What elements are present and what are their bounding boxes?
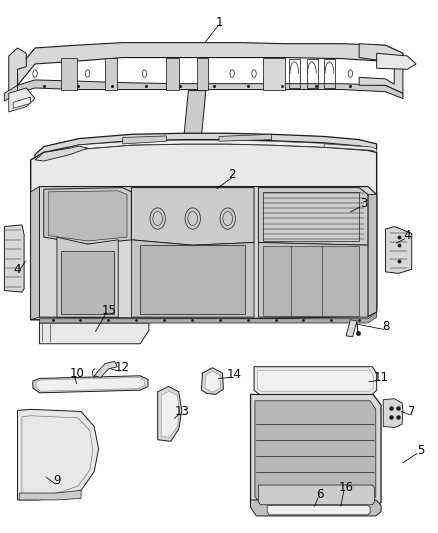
Text: 4: 4 xyxy=(13,263,21,276)
Polygon shape xyxy=(258,370,373,391)
Text: 11: 11 xyxy=(374,371,389,384)
Polygon shape xyxy=(251,500,381,516)
Polygon shape xyxy=(61,251,114,314)
Polygon shape xyxy=(39,323,149,344)
Polygon shape xyxy=(44,188,131,244)
Polygon shape xyxy=(263,246,359,316)
Polygon shape xyxy=(31,187,39,320)
Polygon shape xyxy=(161,391,180,438)
Polygon shape xyxy=(263,58,285,90)
Polygon shape xyxy=(197,58,208,90)
Polygon shape xyxy=(33,376,148,393)
Polygon shape xyxy=(383,399,403,427)
Text: 10: 10 xyxy=(69,367,84,379)
Polygon shape xyxy=(368,195,377,317)
Text: 9: 9 xyxy=(53,474,61,487)
Polygon shape xyxy=(19,490,81,500)
Text: 1: 1 xyxy=(215,16,223,29)
Polygon shape xyxy=(31,144,377,320)
Polygon shape xyxy=(324,144,377,152)
Polygon shape xyxy=(251,394,381,507)
Polygon shape xyxy=(36,377,145,391)
Text: 3: 3 xyxy=(360,197,367,210)
Polygon shape xyxy=(94,361,117,377)
Polygon shape xyxy=(201,368,223,394)
Text: 15: 15 xyxy=(101,304,116,317)
Text: 7: 7 xyxy=(408,405,416,418)
Polygon shape xyxy=(39,187,377,318)
Polygon shape xyxy=(39,312,377,323)
Polygon shape xyxy=(258,188,368,245)
Text: 16: 16 xyxy=(339,481,353,494)
Polygon shape xyxy=(184,91,206,136)
Polygon shape xyxy=(205,371,220,392)
Polygon shape xyxy=(18,43,403,85)
Polygon shape xyxy=(39,140,368,157)
Polygon shape xyxy=(254,367,377,394)
Text: 12: 12 xyxy=(114,361,129,374)
Polygon shape xyxy=(346,320,357,337)
Polygon shape xyxy=(105,58,117,90)
Text: 13: 13 xyxy=(174,405,189,418)
Text: 8: 8 xyxy=(382,320,389,333)
Polygon shape xyxy=(131,188,254,245)
Polygon shape xyxy=(385,227,412,273)
Polygon shape xyxy=(9,48,26,96)
Polygon shape xyxy=(255,401,376,502)
Polygon shape xyxy=(13,97,31,108)
Polygon shape xyxy=(61,58,77,90)
Polygon shape xyxy=(9,88,35,112)
Polygon shape xyxy=(123,136,166,144)
Polygon shape xyxy=(166,58,179,90)
Polygon shape xyxy=(35,133,377,160)
Polygon shape xyxy=(267,505,370,515)
Polygon shape xyxy=(158,386,182,441)
Text: 6: 6 xyxy=(316,488,324,501)
Polygon shape xyxy=(18,80,403,99)
Text: 2: 2 xyxy=(228,168,236,181)
Polygon shape xyxy=(219,134,272,141)
Polygon shape xyxy=(57,237,118,317)
Text: 5: 5 xyxy=(417,444,424,457)
Text: 14: 14 xyxy=(227,368,242,381)
Polygon shape xyxy=(140,245,245,314)
Polygon shape xyxy=(131,240,254,317)
Polygon shape xyxy=(258,485,374,505)
Polygon shape xyxy=(377,53,416,69)
Polygon shape xyxy=(35,146,88,161)
Polygon shape xyxy=(4,85,18,101)
Polygon shape xyxy=(48,191,127,241)
Text: 4: 4 xyxy=(403,229,411,242)
Polygon shape xyxy=(258,243,368,317)
Polygon shape xyxy=(18,409,99,500)
Polygon shape xyxy=(359,44,403,93)
Polygon shape xyxy=(4,225,24,292)
